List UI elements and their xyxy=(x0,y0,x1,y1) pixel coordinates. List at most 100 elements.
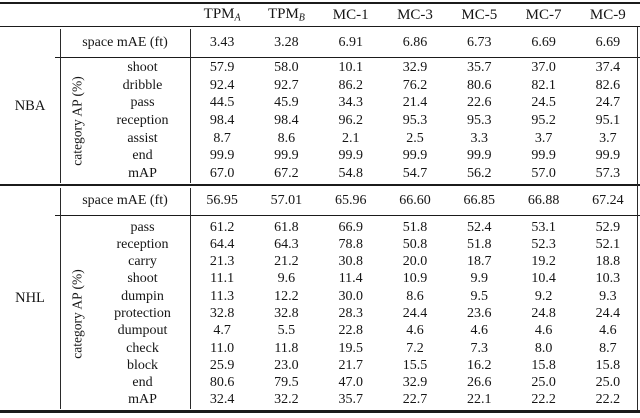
space-mae-value: 6.69 xyxy=(531,34,556,50)
value-cell: 15.8 xyxy=(531,357,556,373)
value-cell: 21.3 xyxy=(209,254,235,270)
value-cell: 25.9 xyxy=(209,357,235,373)
value-cell: 3.7 xyxy=(599,130,617,146)
nba-left-vbar xyxy=(60,29,61,183)
value-cell: 50.8 xyxy=(402,236,428,252)
space-mae-value: 66.85 xyxy=(463,192,496,208)
value-cell: 92.7 xyxy=(274,77,299,93)
value-cell: 2.1 xyxy=(341,130,360,146)
section-label: NBA xyxy=(14,97,46,114)
row-label: reception xyxy=(116,112,169,128)
value-cell: 37.0 xyxy=(531,59,556,75)
table-row: reception 64.4 64.3 78.8 50.8 51.8 52.3 52.1 xyxy=(0,236,640,253)
value-cell: 37.4 xyxy=(595,59,621,75)
value-cell: 54.8 xyxy=(338,166,363,182)
value-cell: 32.8 xyxy=(274,305,299,321)
value-cell: 25.0 xyxy=(531,375,556,391)
value-cell: 92.4 xyxy=(209,77,235,93)
value-cell: 7.3 xyxy=(470,340,489,356)
value-cell: 99.9 xyxy=(467,148,492,164)
nhl-mid-vbar xyxy=(190,188,191,409)
column-header: MC-7 xyxy=(511,7,575,23)
value-cell: 24.8 xyxy=(531,305,556,321)
value-cell: 67.0 xyxy=(209,166,235,182)
column-header-base: MC-1 xyxy=(332,6,369,23)
value-cell: 24.7 xyxy=(595,95,621,111)
value-cell: 26.6 xyxy=(467,375,492,391)
value-cell: 11.0 xyxy=(210,340,235,356)
value-cell: 52.1 xyxy=(595,236,621,252)
value-cell: 11.8 xyxy=(274,340,299,356)
table-row: pass 44.5 45.9 34.3 21.4 22.6 24.5 24.7 xyxy=(0,94,640,112)
value-cell: 95.3 xyxy=(467,112,492,128)
value-cell: 32.4 xyxy=(209,392,235,408)
value-cell: 51.8 xyxy=(467,236,492,252)
value-cell: 64.3 xyxy=(274,236,299,252)
value-cell: 95.2 xyxy=(531,112,556,128)
space-mae-value: 66.60 xyxy=(399,192,431,208)
value-cell: 35.7 xyxy=(467,59,492,75)
value-cell: 2.5 xyxy=(406,130,424,146)
table-row: dumpout 4.7 5.5 22.8 4.6 4.6 4.6 4.6 xyxy=(0,323,640,340)
table-row: mAP 67.0 67.2 54.8 54.7 56.2 57.0 57.3 xyxy=(0,165,640,183)
value-cell: 52.3 xyxy=(531,236,556,252)
value-cell: 11.3 xyxy=(210,288,235,304)
value-cell: 30.0 xyxy=(338,288,363,304)
value-cell: 44.5 xyxy=(209,95,235,111)
table-row: block 25.9 23.0 21.7 15.5 16.2 15.8 15.8 xyxy=(0,357,640,374)
row-label: pass xyxy=(130,95,155,111)
row-label: shoot xyxy=(127,271,158,287)
row-label: mAP xyxy=(128,166,157,182)
value-cell: 61.8 xyxy=(274,219,299,235)
table-row: check 11.0 11.8 19.5 7.2 7.3 8.0 8.7 xyxy=(0,340,640,357)
value-cell: 12.2 xyxy=(274,288,299,304)
value-cell: 79.5 xyxy=(274,375,299,391)
value-cell: 95.3 xyxy=(402,112,428,128)
space-mae-value: 6.91 xyxy=(338,34,363,50)
value-cell: 96.2 xyxy=(338,112,363,128)
header-row: TPMA TPMB MC-1 MC-3 MC-5 MC-7 MC-9 xyxy=(0,4,640,26)
nba-mid-vbar xyxy=(190,29,191,183)
nhl-space-rule xyxy=(55,215,640,216)
value-cell: 86.2 xyxy=(338,77,363,93)
value-cell: 10.4 xyxy=(531,271,556,287)
section-label: NHL xyxy=(15,289,45,306)
value-cell: 21.4 xyxy=(402,95,428,111)
value-cell: 32.8 xyxy=(209,305,235,321)
value-cell: 58.0 xyxy=(274,59,299,75)
value-cell: 80.6 xyxy=(209,375,235,391)
value-cell: 8.6 xyxy=(406,288,424,304)
value-cell: 7.2 xyxy=(406,340,424,356)
value-cell: 24.5 xyxy=(531,95,556,111)
table-row: end 99.9 99.9 99.9 99.9 99.9 99.9 99.9 xyxy=(0,148,640,166)
value-cell: 82.1 xyxy=(531,77,556,93)
value-cell: 57.9 xyxy=(209,59,235,75)
value-cell: 4.7 xyxy=(213,323,231,339)
column-header-base: TPM xyxy=(203,5,235,22)
value-cell: 80.6 xyxy=(467,77,492,93)
column-header-subscript: A xyxy=(234,12,241,24)
space-mae-label: space mAE (ft) xyxy=(82,34,168,50)
value-cell: 22.8 xyxy=(338,323,363,339)
column-header: MC-3 xyxy=(383,7,447,23)
value-cell: 9.3 xyxy=(599,288,617,304)
row-label: end xyxy=(132,375,153,391)
table-row: dribble 92.4 92.7 86.2 76.2 80.6 82.1 82.6 xyxy=(0,77,640,95)
space-mae-value: 65.96 xyxy=(334,192,367,208)
value-cell: 95.1 xyxy=(595,112,621,128)
table-row: end 80.6 79.5 47.0 32.9 26.6 25.0 25.0 xyxy=(0,374,640,391)
table-row: shoot 57.9 58.0 10.1 32.9 35.7 37.0 37.4 xyxy=(0,59,640,77)
value-cell: 23.6 xyxy=(467,305,492,321)
value-cell: 11.4 xyxy=(338,271,363,287)
space-mae-value: 56.95 xyxy=(206,192,238,208)
value-cell: 61.2 xyxy=(209,219,235,235)
row-label: protection xyxy=(114,305,171,321)
value-cell: 24.4 xyxy=(595,305,621,321)
value-cell: 57.0 xyxy=(531,166,556,182)
space-mae-value: 3.28 xyxy=(274,34,299,50)
value-cell: 32.9 xyxy=(402,59,428,75)
value-cell: 11.1 xyxy=(210,271,235,287)
value-cell: 18.8 xyxy=(595,254,621,270)
value-cell: 99.9 xyxy=(402,148,428,164)
value-cell: 22.1 xyxy=(467,392,492,408)
